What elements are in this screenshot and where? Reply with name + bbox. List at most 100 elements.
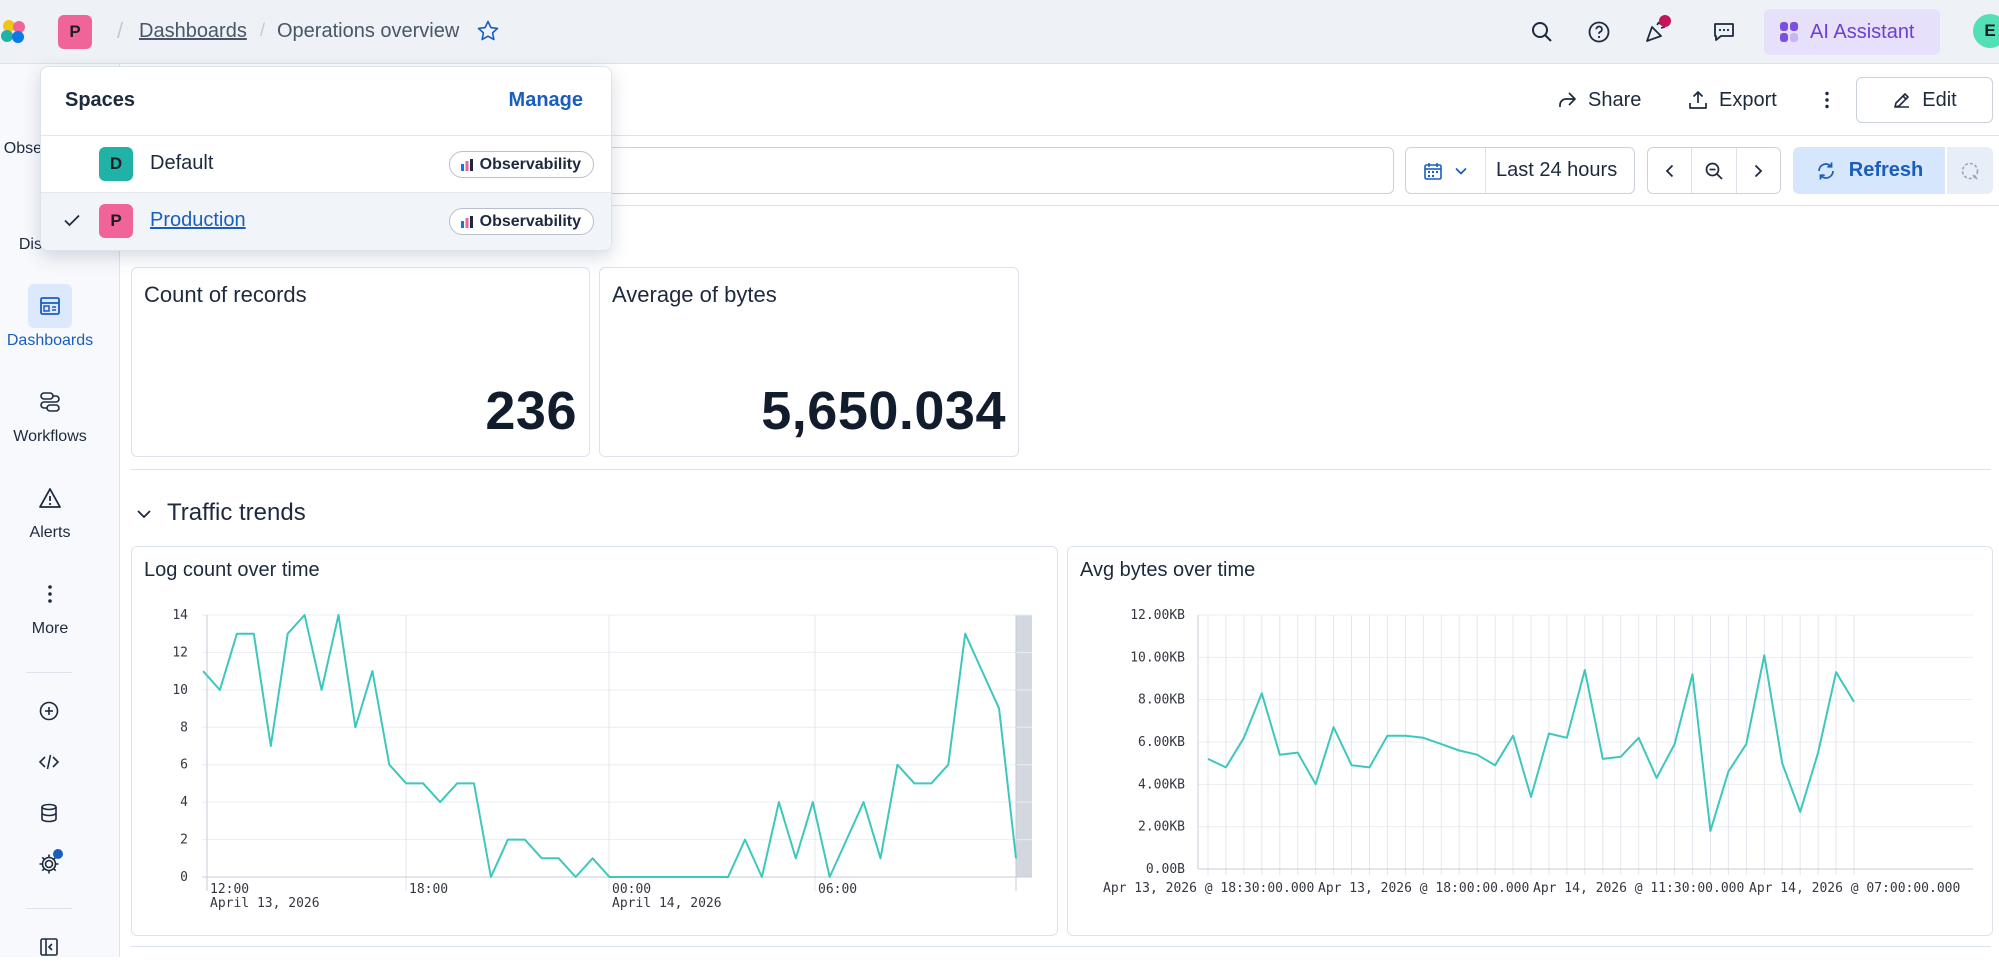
avg-bytes-chart[interactable]: 0.00B 2.00KB 4.00KB 6.00KB 8.00KB 10.00KB 12.0… [1068, 547, 1994, 937]
nav-item-workflows[interactable]: Workflows [0, 380, 100, 446]
x-tick-label: 12:00 [210, 882, 249, 897]
share-button[interactable]: Share [1556, 84, 1641, 116]
checkmark-icon [64, 214, 80, 227]
code-icon[interactable] [34, 747, 64, 777]
badge-label: Observability [479, 212, 581, 230]
gear-icon[interactable] [34, 849, 64, 879]
y-tick-label: 0.00B [1146, 862, 1185, 877]
chart-title: Avg bytes over time [1080, 559, 1256, 581]
nav-label: Alerts [29, 524, 71, 541]
y-tick-label: 2 [180, 833, 188, 848]
space-name: Production [150, 209, 246, 231]
chart-title: Log count over time [144, 559, 320, 581]
y-tick-label: 12.00KB [1130, 608, 1185, 623]
help-icon[interactable] [1584, 17, 1614, 47]
user-avatar[interactable]: E [1973, 14, 1999, 48]
y-tick-label: 6 [180, 758, 188, 773]
breadcrumb-dashboards-link[interactable]: Dashboards [139, 20, 247, 42]
popover-title: Spaces [65, 89, 136, 111]
ai-assistant-label: AI Assistant [1810, 20, 1915, 43]
space-avatar[interactable]: P [58, 15, 92, 49]
news-feed-icon[interactable] [1641, 15, 1671, 47]
chart-panel-avg-bytes: Avg bytes over time 0.00B 2.00KB 4.00KB 6.0… [1067, 546, 1993, 936]
y-tick-label: 12 [172, 645, 188, 660]
more-options-button[interactable] [1816, 84, 1838, 116]
breadcrumb-separator: / [117, 18, 124, 43]
zoom-out-button[interactable] [1692, 148, 1737, 193]
top-header: P / Dashboards / Operations overview AI … [0, 0, 1999, 64]
y-tick-label: 6.00KB [1138, 735, 1185, 750]
pencil-icon [1894, 93, 1910, 108]
edit-label: Edit [1922, 88, 1957, 111]
query-input[interactable] [470, 147, 1394, 194]
export-label: Export [1719, 88, 1777, 111]
previous-time-button[interactable] [1648, 148, 1693, 193]
x-tick-sublabel: April 13, 2026 [210, 896, 320, 911]
chart-panel-log-count: Log count over time 0 2 4 6 8 10 12 14 12:00 Apri… [131, 546, 1058, 936]
calendar-icon [1423, 162, 1442, 180]
metric-value: 236 [485, 381, 577, 441]
panel-title: Count of records [144, 282, 307, 307]
share-icon [1559, 92, 1576, 107]
breadcrumb-current: Operations overview [277, 20, 460, 42]
series-line-avg-bytes [1207, 654, 1855, 832]
time-navigation [1647, 147, 1781, 194]
ai-assistant-button[interactable]: AI Assistant [1764, 9, 1940, 55]
y-tick-label: 4 [180, 795, 188, 810]
chevron-down-icon [1454, 167, 1467, 175]
ai-assistant-icon [1780, 22, 1798, 42]
more-vertical-icon [28, 572, 72, 616]
chevron-left-icon [1665, 164, 1673, 177]
more-vertical-icon [1825, 91, 1829, 109]
time-range-label[interactable]: Last 24 hours [1496, 159, 1618, 181]
dashboards-icon [28, 284, 72, 328]
space-avatar: P [99, 204, 133, 238]
panel-title: Average of bytes [612, 282, 777, 307]
chevron-right-icon [1755, 164, 1763, 177]
nav-divider [26, 908, 72, 909]
metric-panel-count: Count of records 236 [131, 267, 590, 457]
search-icon[interactable] [1527, 17, 1557, 47]
export-icon [1689, 91, 1707, 109]
space-option-production[interactable]: P Production Observability [41, 192, 611, 250]
y-tick-label: 0 [180, 870, 188, 885]
badge-label: Observability [479, 155, 581, 173]
edit-button[interactable]: Edit [1856, 77, 1993, 123]
favorite-star-icon[interactable] [476, 19, 500, 43]
space-option-default[interactable]: D Default Observability [41, 135, 611, 192]
next-time-button[interactable] [1737, 148, 1780, 193]
database-icon[interactable] [34, 798, 64, 828]
refresh-button[interactable]: Refresh [1793, 147, 1945, 194]
section-divider [131, 946, 1991, 947]
chat-icon[interactable] [1709, 17, 1739, 47]
auto-refresh-button[interactable] [1947, 147, 1993, 194]
collapse-nav-icon[interactable] [34, 932, 64, 962]
nav-item-alerts[interactable]: Alerts [0, 476, 100, 542]
chevron-down-icon[interactable] [133, 503, 155, 525]
observability-bars-icon [460, 215, 473, 228]
manage-spaces-link[interactable]: Manage [508, 89, 583, 111]
metric-panel-average-bytes: Average of bytes 5,650.034 [599, 267, 1019, 457]
space-avatar: D [99, 147, 133, 181]
section-title[interactable]: Traffic trends [167, 499, 306, 526]
refresh-label: Refresh [1848, 159, 1924, 181]
observability-bars-icon [460, 158, 473, 171]
section-divider [131, 469, 1991, 470]
zoom-out-icon [1705, 162, 1723, 180]
x-tick-label: 06:00 [818, 882, 857, 897]
elastic-logo-icon[interactable] [0, 18, 28, 46]
nav-item-dashboards[interactable]: Dashboards [0, 284, 100, 350]
quick-select-button[interactable] [1406, 148, 1486, 193]
settings-notification-dot [53, 849, 63, 859]
nav-item-more[interactable]: More [0, 572, 100, 638]
metric-value: 5,650.034 [761, 381, 1006, 441]
nav-label: Dashboards [6, 332, 94, 349]
date-picker[interactable]: Last 24 hours [1405, 147, 1635, 194]
partial-bucket-shade [1016, 615, 1032, 877]
y-tick-label: 10.00KB [1130, 650, 1185, 665]
add-icon[interactable] [34, 696, 64, 726]
alert-icon [28, 476, 72, 520]
export-button[interactable]: Export [1687, 84, 1777, 116]
x-tick-label: Apr 13, 2026 @ 18:30:00.000 [1103, 881, 1314, 896]
